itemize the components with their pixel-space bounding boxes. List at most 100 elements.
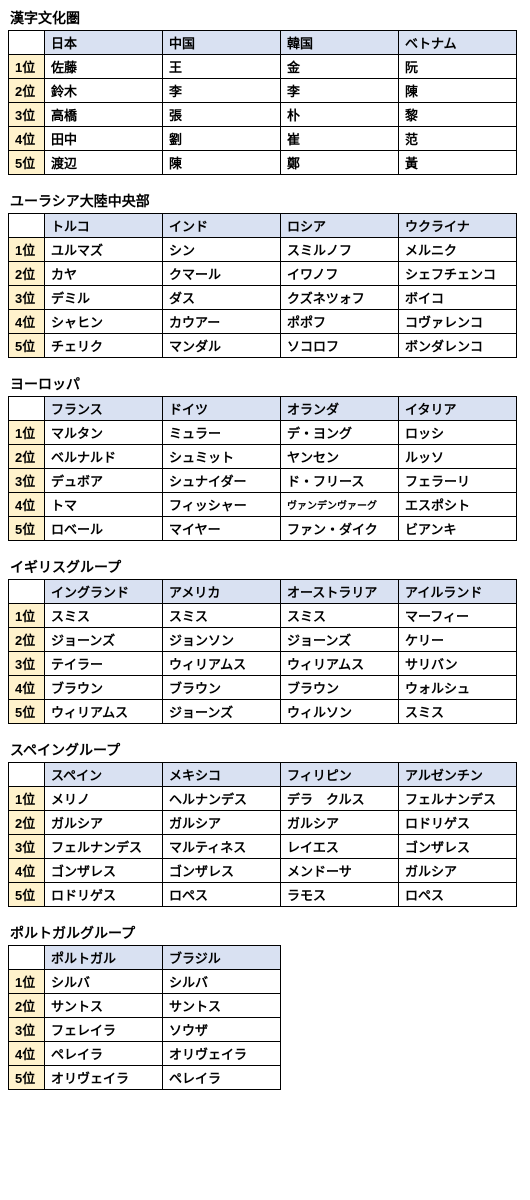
- country-header: ブラジル: [163, 946, 281, 970]
- table-header-row: フランスドイツオランダイタリア: [9, 397, 517, 421]
- name-cell: 黎: [399, 103, 517, 127]
- rank-cell: 3位: [9, 652, 45, 676]
- rank-cell: 3位: [9, 835, 45, 859]
- rank-cell: 2位: [9, 628, 45, 652]
- section: ヨーロッパフランスドイツオランダイタリア1位マルタンミュラーデ・ヨングロッシ2位…: [8, 374, 522, 541]
- country-header: スペイン: [45, 763, 163, 787]
- section-title: イギリスグループ: [8, 557, 522, 577]
- name-cell: ビアンキ: [399, 517, 517, 541]
- name-cell: フェレイラ: [45, 1018, 163, 1042]
- name-cell: 劉: [163, 127, 281, 151]
- name-cell: ユルマズ: [45, 238, 163, 262]
- name-cell: マンダル: [163, 334, 281, 358]
- rank-cell: 2位: [9, 262, 45, 286]
- name-cell: 金: [281, 55, 399, 79]
- name-cell: 阮: [399, 55, 517, 79]
- name-cell: ロペス: [163, 883, 281, 907]
- name-cell: シュミット: [163, 445, 281, 469]
- name-cell: スミス: [399, 700, 517, 724]
- rank-cell: 5位: [9, 334, 45, 358]
- name-cell: ゴンザレス: [163, 859, 281, 883]
- name-cell: シャヒン: [45, 310, 163, 334]
- rank-cell: 3位: [9, 1018, 45, 1042]
- rank-cell: 3位: [9, 469, 45, 493]
- name-cell: 渡辺: [45, 151, 163, 175]
- name-cell: サリバン: [399, 652, 517, 676]
- name-cell: 李: [163, 79, 281, 103]
- rank-cell: 1位: [9, 787, 45, 811]
- name-cell: ゴンザレス: [45, 859, 163, 883]
- name-cell: 田中: [45, 127, 163, 151]
- name-cell: ロペス: [399, 883, 517, 907]
- rank-cell: 4位: [9, 859, 45, 883]
- name-cell: スミス: [281, 604, 399, 628]
- country-header: ウクライナ: [399, 214, 517, 238]
- name-cell: ボンダレンコ: [399, 334, 517, 358]
- surname-tables: 漢字文化圏日本中国韓国ベトナム1位佐藤王金阮2位鈴木李李陳3位高橋張朴黎4位田中…: [8, 8, 522, 1090]
- rank-cell: 5位: [9, 700, 45, 724]
- rank-cell: 1位: [9, 238, 45, 262]
- table-row: 2位鈴木李李陳: [9, 79, 517, 103]
- table-row: 4位田中劉崔范: [9, 127, 517, 151]
- name-cell: 鄭: [281, 151, 399, 175]
- table-row: 5位ウィリアムスジョーンズウィルソンスミス: [9, 700, 517, 724]
- name-cell: 范: [399, 127, 517, 151]
- country-header: アイルランド: [399, 580, 517, 604]
- section-title: ポルトガルグループ: [8, 923, 522, 943]
- table-row: 1位ユルマズシンスミルノフメルニク: [9, 238, 517, 262]
- section: スペイングループスペインメキシコフィリピンアルゼンチン1位メリノヘルナンデスデラ…: [8, 740, 522, 907]
- country-header: インド: [163, 214, 281, 238]
- name-cell: サントス: [45, 994, 163, 1018]
- country-header: ベトナム: [399, 31, 517, 55]
- country-header: ロシア: [281, 214, 399, 238]
- name-cell: シン: [163, 238, 281, 262]
- name-cell: ボイコ: [399, 286, 517, 310]
- name-cell: ブラウン: [163, 676, 281, 700]
- surname-table: ポルトガルブラジル1位シルバシルバ2位サントスサントス3位フェレイラソウザ4位ペ…: [8, 945, 281, 1090]
- name-cell: スミス: [163, 604, 281, 628]
- name-cell: トマ: [45, 493, 163, 517]
- table-row: 2位ガルシアガルシアガルシアロドリゲス: [9, 811, 517, 835]
- table-row: 5位ロベールマイヤーファン・ダイクビアンキ: [9, 517, 517, 541]
- table-row: 3位テイラーウィリアムスウィリアムスサリバン: [9, 652, 517, 676]
- section: ポルトガルグループポルトガルブラジル1位シルバシルバ2位サントスサントス3位フェ…: [8, 923, 522, 1090]
- rank-cell: 3位: [9, 286, 45, 310]
- rank-cell: 3位: [9, 103, 45, 127]
- name-cell: サントス: [163, 994, 281, 1018]
- name-cell: フェルナンデス: [45, 835, 163, 859]
- name-cell: レイエス: [281, 835, 399, 859]
- section: イギリスグループイングランドアメリカオーストラリアアイルランド1位スミススミスス…: [8, 557, 522, 724]
- rank-cell: 1位: [9, 604, 45, 628]
- rank-cell: 1位: [9, 970, 45, 994]
- name-cell: ミュラー: [163, 421, 281, 445]
- table-row: 4位シャヒンカウアーポポフコヴァレンコ: [9, 310, 517, 334]
- table-row: 4位トマフィッシャーヴァンデンヴァーグエスポシト: [9, 493, 517, 517]
- table-row: 3位デミルダスクズネツォフボイコ: [9, 286, 517, 310]
- rank-cell: 2位: [9, 811, 45, 835]
- surname-table: イングランドアメリカオーストラリアアイルランド1位スミススミススミスマーフィー2…: [8, 579, 517, 724]
- name-cell: クズネツォフ: [281, 286, 399, 310]
- table-row: 1位佐藤王金阮: [9, 55, 517, 79]
- country-header: オランダ: [281, 397, 399, 421]
- country-header: 韓国: [281, 31, 399, 55]
- name-cell: ロベール: [45, 517, 163, 541]
- table-row: 3位フェレイラソウザ: [9, 1018, 281, 1042]
- name-cell: デュボア: [45, 469, 163, 493]
- corner-cell: [9, 763, 45, 787]
- name-cell: ヤンセン: [281, 445, 399, 469]
- rank-cell: 1位: [9, 55, 45, 79]
- name-cell: クマール: [163, 262, 281, 286]
- name-cell: ジョーンズ: [281, 628, 399, 652]
- rank-cell: 5位: [9, 883, 45, 907]
- country-header: アルゼンチン: [399, 763, 517, 787]
- surname-table: 日本中国韓国ベトナム1位佐藤王金阮2位鈴木李李陳3位高橋張朴黎4位田中劉崔范5位…: [8, 30, 517, 175]
- name-cell: 鈴木: [45, 79, 163, 103]
- country-header: オーストラリア: [281, 580, 399, 604]
- rank-cell: 5位: [9, 151, 45, 175]
- name-cell: ド・フリース: [281, 469, 399, 493]
- name-cell: 陳: [399, 79, 517, 103]
- name-cell: デラ クルス: [281, 787, 399, 811]
- table-row: 1位シルバシルバ: [9, 970, 281, 994]
- name-cell: ウィリアムス: [45, 700, 163, 724]
- name-cell: シルバ: [45, 970, 163, 994]
